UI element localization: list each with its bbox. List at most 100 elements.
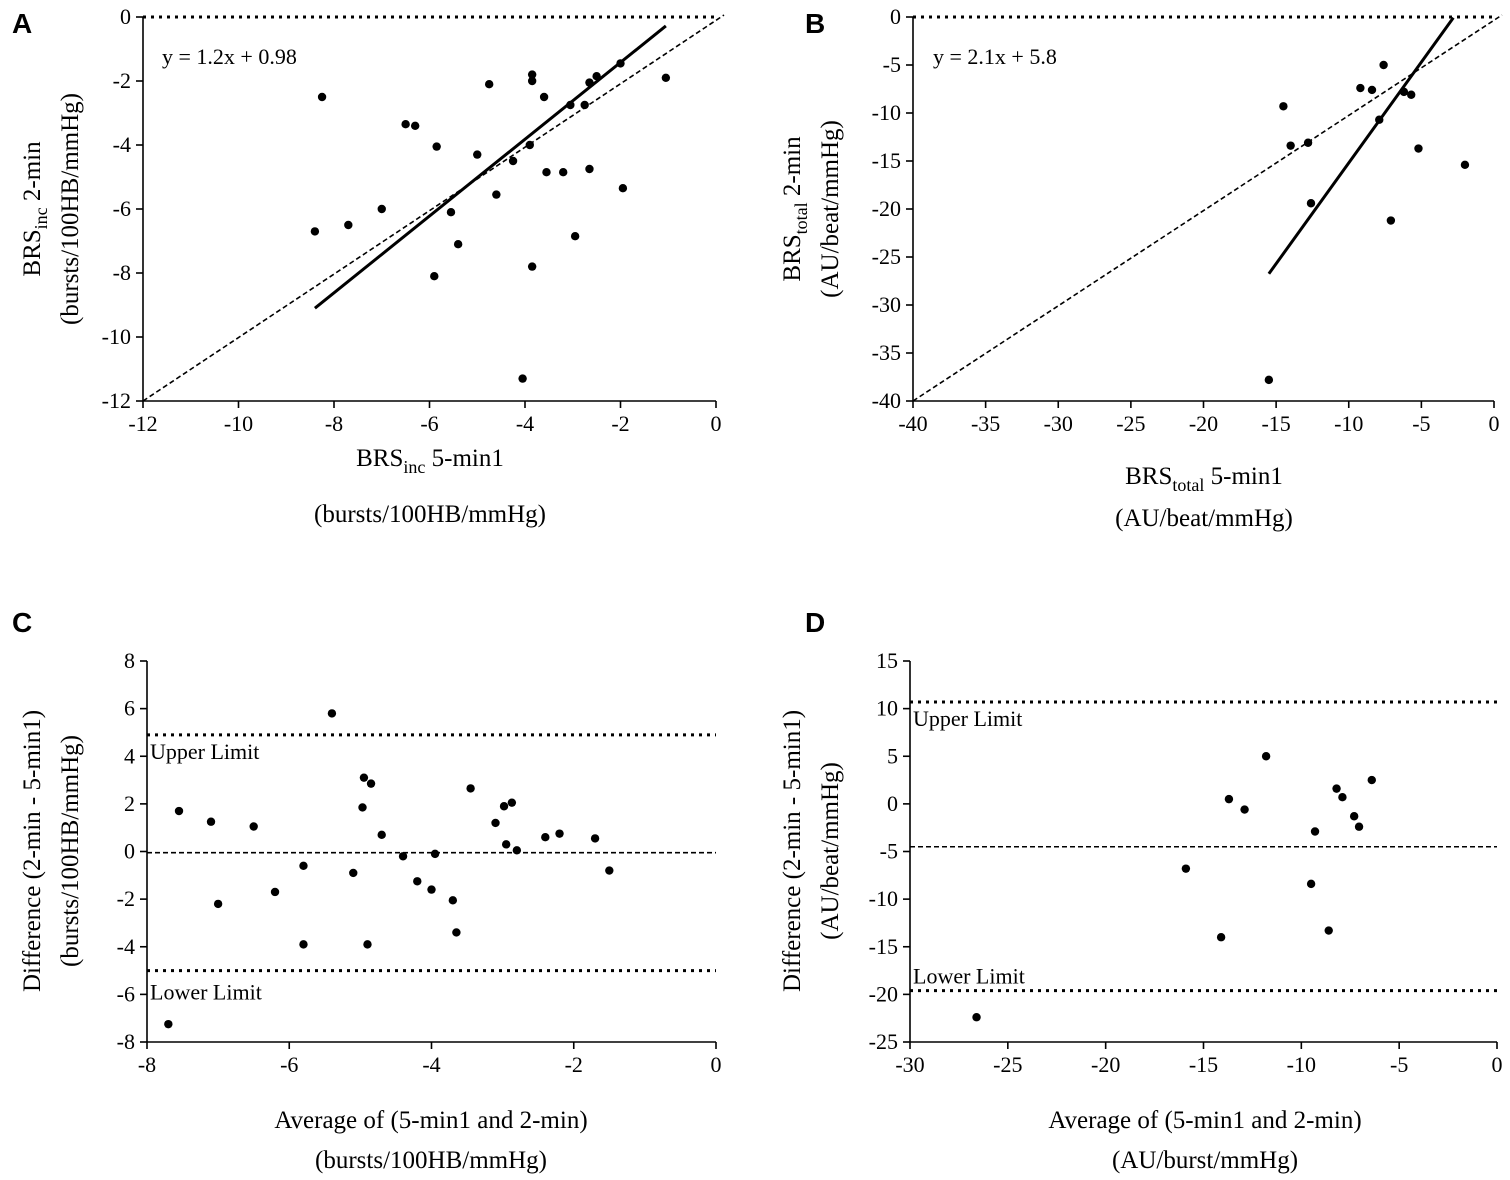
data-point	[499, 802, 509, 811]
data-point	[525, 140, 534, 150]
regression-line	[313, 24, 667, 310]
data-point	[1240, 805, 1249, 814]
data-point	[1338, 793, 1347, 802]
x-tick-label: -15	[1189, 1052, 1218, 1077]
x-tick-label: 0	[1489, 411, 1500, 436]
y-tick-label: -6	[113, 196, 131, 221]
y-tick-label: -20	[872, 196, 901, 221]
y-tick-label: -2	[117, 886, 135, 911]
y-axis-units: (bursts/100HB/mmHg)	[57, 735, 84, 967]
data-point	[174, 806, 184, 816]
data-point	[508, 156, 518, 166]
data-point	[299, 940, 308, 949]
panel-letter-a: A	[12, 8, 32, 39]
y-tick-label: -6	[117, 981, 135, 1006]
x-tick-label: -4	[516, 411, 534, 436]
data-point	[413, 877, 422, 886]
data-point	[213, 899, 223, 909]
panel-a: A -12 -10 -8 -6 -4 -2 0 -12 -10 -8 -6 -4 -2 0 BRSinc 5-…	[12, 4, 725, 528]
y-tick-label: -12	[102, 388, 131, 413]
y-tick-label: 15	[876, 648, 898, 673]
y-tick-label: -4	[113, 132, 131, 157]
data-point	[1279, 102, 1288, 111]
y-tick-label: 4	[124, 743, 135, 768]
data-point	[541, 833, 550, 842]
y-axis-label: Difference (2-min - 5-min1)	[779, 710, 806, 992]
x-tick-label: -5	[1412, 411, 1430, 436]
data-point	[359, 773, 369, 782]
data-point	[492, 190, 501, 199]
y-axis-label: BRStotal 2-min	[779, 136, 811, 282]
data-point	[1216, 933, 1226, 942]
x-tick-label: -4	[422, 1052, 440, 1077]
data-point	[559, 168, 568, 177]
data-point	[363, 940, 372, 949]
y-tick-label: 0	[124, 839, 135, 864]
regression-line	[1267, 16, 1455, 275]
x-tick-label: -35	[971, 411, 1000, 436]
upper-limit-label: Upper Limit	[913, 706, 1022, 731]
data-point	[1261, 752, 1271, 761]
data-point	[605, 866, 614, 875]
x-axis-label: Average of (5-min1 and 2-min)	[274, 1107, 587, 1134]
x-tick-label: -25	[993, 1052, 1022, 1077]
y-tick-label: -2	[113, 68, 131, 93]
upper-limit-label: Upper Limit	[150, 739, 259, 764]
data-point	[518, 374, 527, 383]
x-axis-units: (bursts/100HB/mmHg)	[315, 1147, 547, 1174]
data-point	[512, 846, 522, 855]
x-tick-label: -25	[1116, 411, 1145, 436]
y-axis-units: (AU/beat/mmHg)	[817, 762, 844, 940]
y-tick-label: 5	[887, 743, 898, 768]
data-point	[432, 142, 441, 151]
y-tick-label: -15	[872, 148, 901, 173]
y-axis-label: BRSinc 2-min	[19, 141, 51, 277]
y-tick-label: -30	[872, 292, 901, 317]
data-point	[527, 76, 537, 86]
data-point	[1356, 83, 1365, 93]
panel-c: C -8 -6 -4 -2 0 -8 -6 -4 -2 0 2 4 6 8 Average of (5-min…	[12, 607, 722, 1174]
data-point	[453, 240, 463, 249]
data-point	[410, 121, 420, 130]
identity-line	[142, 14, 725, 402]
x-tick-label: -5	[1390, 1052, 1408, 1077]
x-tick-label: -12	[128, 411, 157, 436]
x-tick-label: -8	[325, 411, 343, 436]
x-tick-label: 0	[1492, 1052, 1503, 1077]
x-axis-label: Average of (5-min1 and 2-min)	[1048, 1107, 1361, 1134]
data-point	[542, 168, 551, 177]
data-point	[555, 829, 564, 838]
data-point	[377, 830, 386, 840]
data-point	[430, 272, 439, 281]
y-tick-label: 10	[876, 696, 898, 721]
data-point	[1264, 375, 1274, 385]
y-tick-label: -10	[102, 324, 131, 349]
identity-line	[912, 14, 1503, 402]
data-point	[566, 100, 575, 110]
x-tick-label: -30	[895, 1052, 924, 1077]
data-point	[430, 849, 440, 859]
data-point	[1367, 85, 1377, 95]
data-point	[366, 779, 376, 788]
data-point	[164, 1019, 173, 1029]
data-point	[1354, 822, 1364, 831]
data-point	[501, 840, 511, 849]
data-point	[491, 818, 500, 828]
data-point	[585, 164, 594, 174]
data-point	[1332, 784, 1341, 793]
data-point	[585, 78, 594, 87]
x-tick-label: -20	[1091, 1052, 1120, 1077]
x-axis-label: BRSinc 5-min1	[356, 445, 504, 477]
y-tick-label: 0	[890, 4, 901, 29]
data-point	[1375, 115, 1384, 124]
data-point	[270, 887, 280, 897]
data-point	[448, 896, 458, 905]
data-point	[466, 784, 475, 793]
data-point	[1306, 879, 1316, 889]
data-point	[344, 220, 353, 230]
x-axis-label: BRStotal 5-min1	[1125, 463, 1283, 495]
data-point	[1349, 812, 1359, 821]
data-point	[206, 817, 216, 826]
y-tick-label: -8	[117, 1029, 135, 1054]
